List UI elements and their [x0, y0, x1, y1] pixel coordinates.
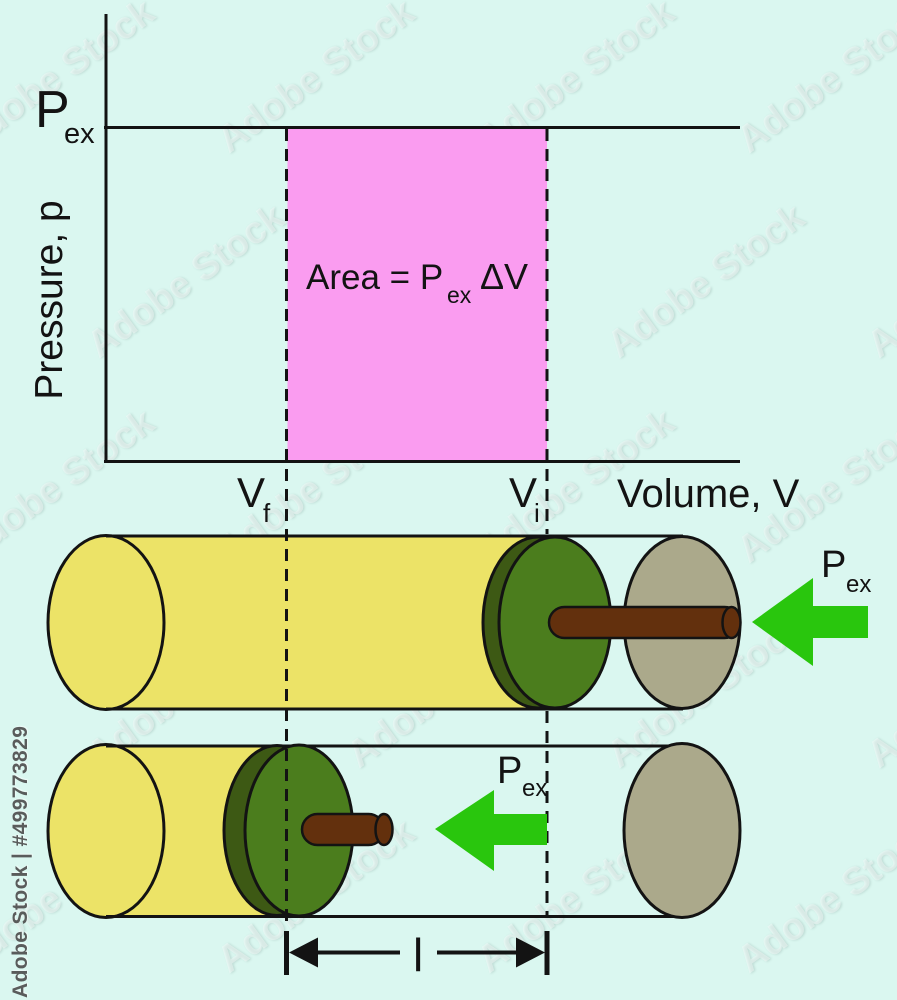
cylinder-initial-state	[46, 534, 742, 711]
area-label-prefix: Area = P	[306, 258, 443, 297]
pex-arrow-label-final-sub: ex	[522, 775, 547, 802]
work-area-shaded-region	[287, 129, 547, 461]
cylinder-left-end-final	[46, 743, 166, 919]
v-initial-label-sub: i	[534, 498, 540, 528]
v-final-label-sub: f	[263, 498, 271, 528]
piston-rod-final	[300, 812, 386, 847]
cylinder-end-cap-final	[622, 742, 742, 919]
pex-axis-label-base: P	[35, 81, 70, 139]
displacement-measurement: l	[284, 929, 550, 981]
external-pressure-arrow-final	[435, 790, 547, 871]
x-axis-label: Volume, V	[617, 472, 800, 516]
external-pressure-arrow-initial	[752, 578, 868, 666]
watermark-side-label: Adobe Stock | #499773829	[9, 725, 32, 998]
pex-arrow-label-initial-sub: ex	[846, 571, 871, 598]
area-label-sub: ex	[447, 282, 472, 308]
v-final-label-base: V	[237, 469, 265, 516]
v-initial-label-base: V	[509, 469, 537, 516]
length-label: l	[413, 929, 423, 981]
piston-rod-initial	[547, 605, 742, 640]
pex-axis-label-sub: ex	[64, 118, 95, 150]
pex-arrow-label-initial-base: P	[821, 544, 846, 586]
y-axis-label: Pressure, p	[28, 200, 71, 399]
area-label-suffix: ΔV	[480, 256, 528, 297]
gas-volume-initial	[106, 537, 538, 708]
piston-rod-end-initial	[721, 605, 742, 640]
piston-rod-end-final	[374, 812, 394, 847]
measurement-left-arrowhead	[289, 937, 318, 968]
cylinder-final-state	[46, 742, 742, 919]
cylinder-left-end-initial	[46, 534, 166, 711]
measurement-right-arrowhead	[516, 937, 545, 968]
pex-arrow-label-final-base: P	[497, 750, 522, 792]
